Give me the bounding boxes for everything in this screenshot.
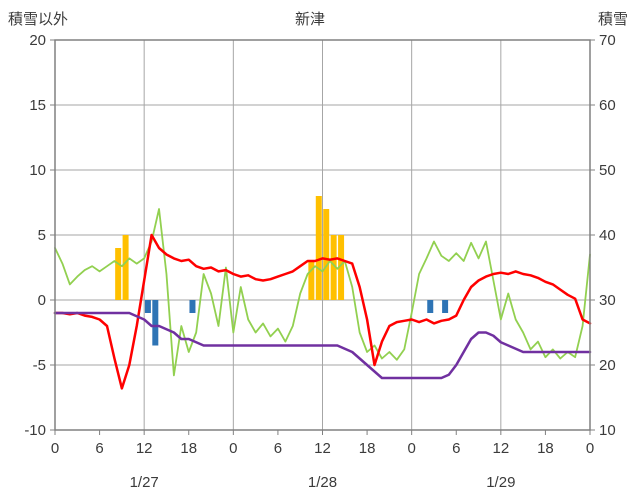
orange-bars-bar (122, 235, 129, 300)
x-tick-label: 12 (492, 440, 509, 457)
left-axis-title: 積雪以外 (8, 11, 68, 28)
x-tick-label: 6 (95, 440, 103, 457)
red-line (53, 233, 592, 390)
x-tick-label: 0 (229, 440, 237, 457)
green-line (54, 208, 591, 377)
blue-bars-bar (189, 300, 196, 313)
chart-title: 新津 (295, 11, 325, 28)
right-tick-label: 50 (599, 162, 616, 179)
right-tick-label: 10 (599, 422, 616, 439)
right-tick-label: 30 (599, 292, 616, 309)
purple-snow-depth-line (53, 311, 592, 380)
orange-bars-bar (330, 235, 337, 300)
x-tick-label: 12 (136, 440, 153, 457)
blue-bars-bar (144, 300, 151, 313)
x-tick-label: 18 (359, 440, 376, 457)
blue-bars-bar (152, 300, 159, 346)
right-tick-label: 70 (599, 32, 616, 49)
chart-plot-area: 0 6 12 18 0 6 12 18 0 6 12 18 01/27 1/28 1/2920151050-… (24, 32, 615, 491)
x-tick-label: 0 (51, 440, 59, 457)
left-tick-label: 0 (38, 292, 46, 309)
right-tick-label: 20 (599, 357, 616, 374)
blue-bars-bar (427, 300, 434, 313)
right-tick-label: 40 (599, 227, 616, 244)
x-tick-label: 18 (537, 440, 554, 457)
orange-bars-bar (308, 261, 315, 300)
left-tick-label: 10 (29, 162, 46, 179)
x-tick-label: 0 (586, 440, 594, 457)
left-tick-label: -5 (33, 357, 46, 374)
x-tick-label: 0 (407, 440, 415, 457)
x-tick-label: 6 (452, 440, 460, 457)
orange-bars-bar (315, 196, 322, 300)
orange-bars-bar (338, 235, 345, 300)
right-tick-label: 60 (599, 97, 616, 114)
orange-bars-bar (115, 248, 122, 300)
right-axis-title: 積雪 (598, 11, 628, 28)
orange-bars-bar (323, 209, 330, 300)
date-label: 1/27 (130, 474, 159, 491)
x-tick-label: 18 (180, 440, 197, 457)
x-tick-label: 6 (274, 440, 282, 457)
left-tick-label: 15 (29, 97, 46, 114)
left-tick-label: 20 (29, 32, 46, 49)
left-tick-label: -10 (24, 422, 46, 439)
date-label: 1/29 (486, 474, 515, 491)
left-tick-label: 5 (38, 227, 46, 244)
date-label: 1/28 (308, 474, 337, 491)
blue-bars-bar (442, 300, 449, 313)
x-tick-label: 12 (314, 440, 331, 457)
